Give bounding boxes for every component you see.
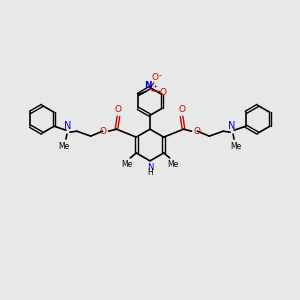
Text: Me: Me [58, 142, 70, 151]
Text: H: H [147, 168, 153, 177]
Text: Me: Me [230, 142, 242, 151]
Text: O: O [160, 88, 167, 97]
Text: N: N [64, 121, 72, 131]
Text: O: O [115, 105, 122, 114]
Text: N: N [144, 81, 152, 90]
Text: O: O [194, 127, 200, 136]
Text: O: O [178, 105, 185, 114]
Text: +: + [152, 84, 157, 88]
Text: O: O [151, 73, 158, 82]
Text: O: O [100, 127, 106, 136]
Text: N: N [228, 121, 236, 131]
Text: Me: Me [122, 160, 133, 169]
Text: -: - [159, 71, 161, 80]
Text: Me: Me [167, 160, 178, 169]
Text: N: N [147, 164, 153, 172]
